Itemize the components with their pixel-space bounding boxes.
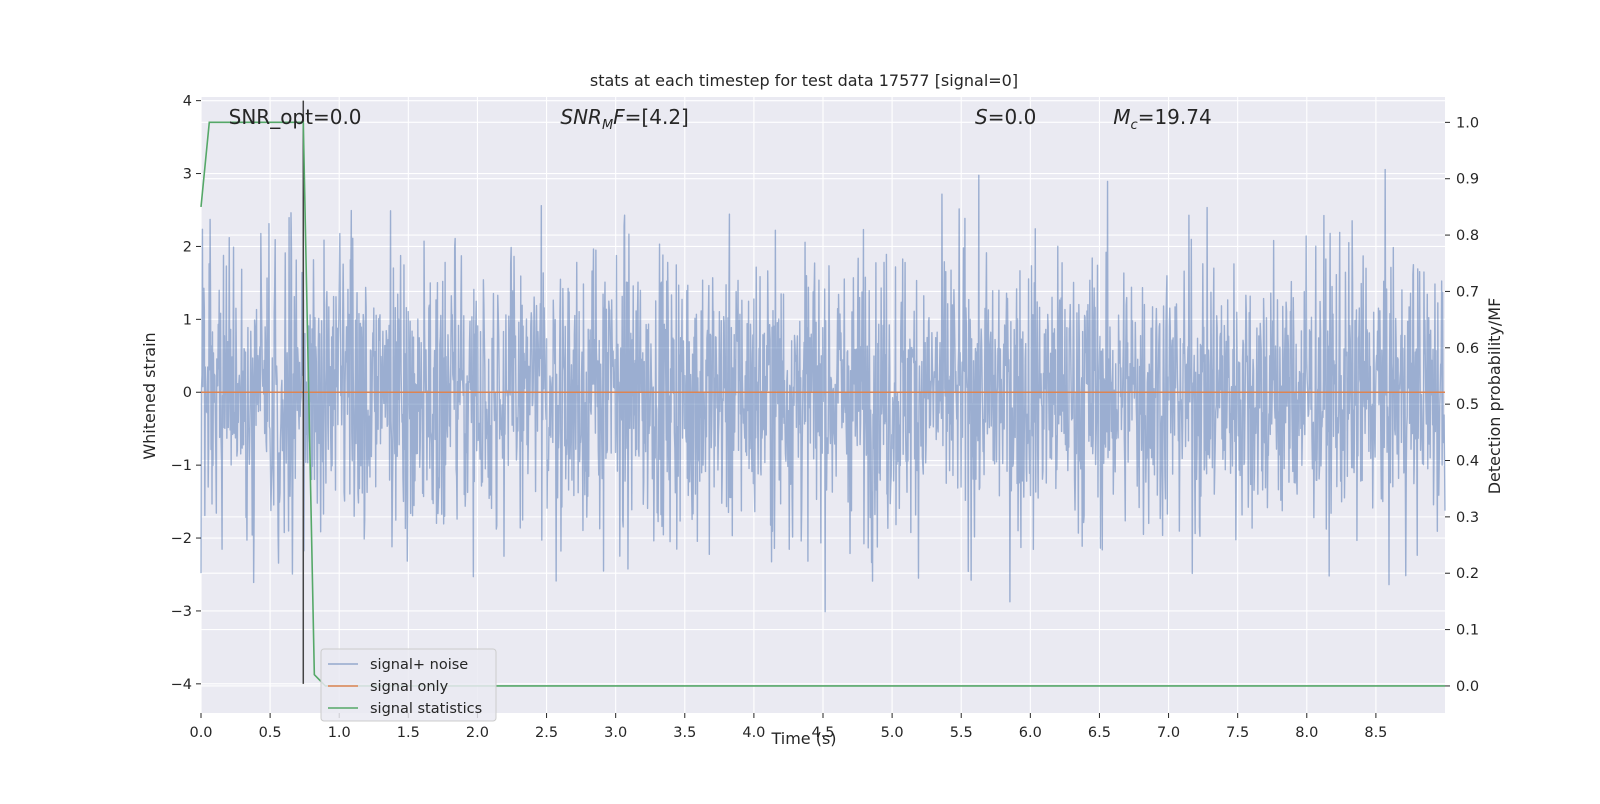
series-lines — [200, 100, 1445, 687]
y-axis-left: −4 −3 −2 −1 0 1 2 3 4 — [171, 94, 201, 693]
y-tick-label-left: −2 — [171, 531, 192, 547]
x-tick-label: 7.5 — [1226, 725, 1249, 741]
legend: signal+ noise signal only signal statist… — [320, 648, 497, 722]
y-tick-label-left: 0 — [183, 385, 192, 401]
legend-label-signal-statistics: signal statistics — [370, 701, 482, 717]
y-tick-label-right: 0.2 — [1456, 566, 1479, 582]
x-tick-label: 4.0 — [742, 725, 765, 741]
x-tick-label: 1.5 — [397, 725, 420, 741]
series-line-signal-noise — [200, 168, 1446, 613]
y-tick-label-right: 1.0 — [1456, 115, 1479, 131]
y-tick-label-right: 0.7 — [1456, 284, 1479, 300]
y-tick-label-right: 0.0 — [1456, 679, 1479, 695]
x-tick-label: 4.5 — [811, 725, 834, 741]
x-tick-label: 7.0 — [1157, 725, 1180, 741]
x-tick-label: 2.0 — [466, 725, 489, 741]
chart-title: stats at each timestep for test data 175… — [590, 71, 1018, 90]
x-axis: 0.0 0.5 1.0 1.5 2.0 2.5 3.0 3.5 4.0 4.5 5.0 5.5 6.0 6… — [189, 713, 1387, 741]
y-axis-left-label: Whitened strain — [140, 332, 159, 459]
x-tick-label: 6.0 — [1019, 725, 1042, 741]
x-tick-label: 0.5 — [259, 725, 282, 741]
y-tick-label-left: 3 — [183, 167, 192, 183]
annotation-s-stat: S=0.0 — [975, 105, 1036, 129]
y-tick-label-right: 0.8 — [1456, 228, 1479, 244]
legend-label-signal-noise: signal+ noise — [370, 657, 468, 673]
x-tick-label: 5.0 — [881, 725, 904, 741]
y-tick-label-right: 0.5 — [1456, 397, 1479, 413]
series-line-signal-statistics — [200, 121, 1445, 687]
x-tick-label: 2.5 — [535, 725, 558, 741]
x-tick-label: 3.0 — [604, 725, 627, 741]
x-tick-label: 5.5 — [950, 725, 973, 741]
annotation-snr-mf: SNRMF=[4.2] — [560, 105, 688, 133]
x-axis-label: Time (s) — [770, 729, 836, 748]
legend-label-signal-only: signal only — [370, 679, 449, 695]
series-signal-noise — [200, 168, 1446, 613]
x-tick-label: 0.0 — [189, 725, 212, 741]
y-tick-label-left: 4 — [183, 94, 192, 110]
x-tick-label: 6.5 — [1088, 725, 1111, 741]
y-tick-label-left: −3 — [171, 604, 192, 620]
x-tick-label: 3.5 — [673, 725, 696, 741]
y-tick-label-right: 0.9 — [1456, 172, 1479, 188]
legend-box — [320, 648, 497, 722]
y-axis-right: 0.0 0.1 0.2 0.3 0.4 0.5 0.6 0.7 0.8 0.9 1.0 — [1445, 115, 1479, 695]
y-tick-label-left: −4 — [171, 677, 192, 693]
x-tick-label: 8.0 — [1295, 725, 1318, 741]
y-tick-label-right: 0.6 — [1456, 341, 1479, 357]
annotations: SNR_opt=0.0 SNRMF=[4.2] S=0.0 Mc=19.74 — [229, 105, 1212, 133]
x-tick-label: 1.0 — [328, 725, 351, 741]
y-tick-label-right: 0.3 — [1456, 510, 1479, 526]
y-tick-label-right: 0.4 — [1456, 454, 1479, 470]
annotation-snr-opt: SNR_opt=0.0 — [229, 105, 362, 129]
y-tick-label-left: 2 — [183, 239, 192, 255]
x-tick-label: 8.5 — [1364, 725, 1387, 741]
y-tick-label-left: −1 — [171, 458, 192, 474]
y-tick-label-left: 1 — [183, 312, 192, 328]
y-tick-label-right: 0.1 — [1456, 623, 1479, 639]
y-axis-right-label: Detection probability/MF — [1485, 298, 1504, 495]
annotation-chirp-mass: Mc=19.74 — [1113, 105, 1211, 133]
